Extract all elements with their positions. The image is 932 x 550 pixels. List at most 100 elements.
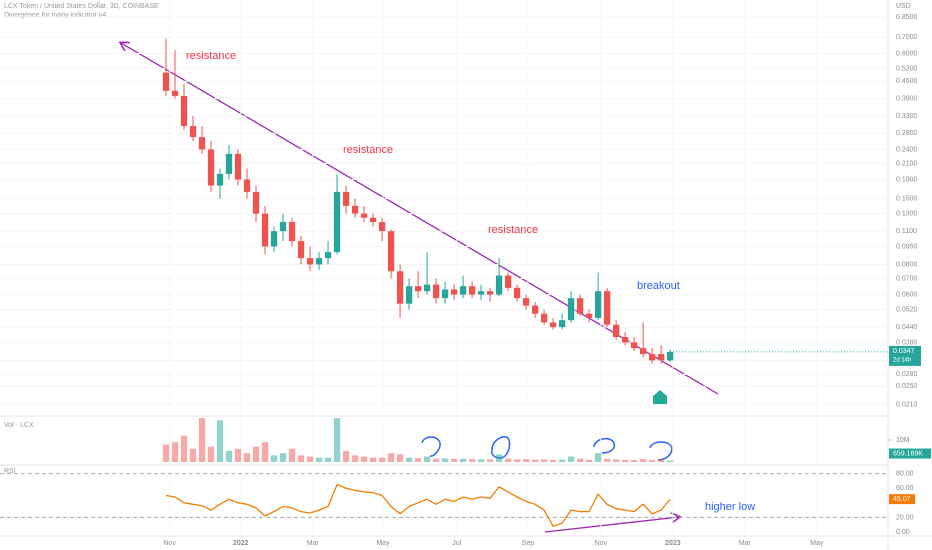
y-tick-label: 0.0280 <box>896 371 918 378</box>
volume-bar <box>189 448 197 462</box>
volume-bar <box>486 459 494 462</box>
volume-bar <box>315 457 323 462</box>
x-tick-label: Mar <box>307 540 320 547</box>
candle-body <box>648 354 656 361</box>
x-tick-label: Mar <box>739 540 752 547</box>
y-tick-label: 0.0210 <box>896 401 918 408</box>
volume-bar <box>378 457 386 462</box>
x-tick-label: 2022 <box>233 540 249 547</box>
volume-bar <box>531 459 539 462</box>
volume-bar <box>333 418 341 462</box>
candle-body <box>630 342 638 349</box>
volume-bar <box>423 456 431 462</box>
y-tick-label: 0.0600 <box>896 291 918 298</box>
volume-bar <box>450 458 458 462</box>
candle-body <box>513 287 521 299</box>
candle-body <box>288 222 296 242</box>
volume-bar <box>342 451 350 462</box>
candle-body <box>441 289 449 299</box>
volume-bar <box>603 458 611 462</box>
annotation: resistance <box>186 50 236 62</box>
candle-body <box>216 173 224 186</box>
volume-bar <box>261 442 269 462</box>
countdown: 2d 14h <box>893 358 911 364</box>
volume-bar <box>162 444 170 462</box>
candle-body <box>324 252 332 259</box>
last-price-badge <box>889 345 921 366</box>
last-volume-label: 659.189K <box>893 450 923 457</box>
volume-bar <box>198 418 206 462</box>
candle-body <box>549 322 557 328</box>
candle-body <box>369 217 377 223</box>
volume-bar <box>513 459 521 462</box>
y-tick-label: 0.0520 <box>896 306 918 313</box>
x-tick-label: May <box>810 540 824 547</box>
candle-body <box>603 291 611 325</box>
volume-bar <box>270 455 278 462</box>
candle-body <box>612 324 620 338</box>
y-tick-label: 0.0700 <box>896 275 918 282</box>
y-tick-label: 0.7000 <box>896 34 918 41</box>
candle-body <box>657 354 665 361</box>
volume-bar <box>558 459 566 462</box>
candle-body <box>432 284 440 299</box>
volume-bar <box>549 459 557 462</box>
y-tick-label: 0.3300 <box>896 113 918 120</box>
chart-title: LCX Token / United States Dollar, 3D, CO… <box>4 3 159 10</box>
candle-body <box>342 191 350 206</box>
volume-bar <box>648 460 656 462</box>
volume-bar <box>657 459 665 462</box>
volume-bar <box>639 459 647 462</box>
candle-body <box>504 275 512 288</box>
currency: USD <box>896 3 911 10</box>
rsi-value: 45.07 <box>893 496 911 503</box>
y-tick-label: 0.8500 <box>896 14 918 21</box>
candle-body <box>405 286 413 304</box>
volume-bar <box>612 459 620 462</box>
candle-body <box>171 90 179 96</box>
volume-bar <box>360 456 368 462</box>
y-tick-label: 0.0950 <box>896 243 918 250</box>
indicator-name: Divergence for many indicator v4 <box>4 12 106 19</box>
volume-bar <box>405 457 413 462</box>
x-tick-label: Jul <box>452 540 461 547</box>
volume-bar <box>225 451 233 462</box>
candle-body <box>315 258 323 265</box>
candle-body <box>270 231 278 247</box>
y-tick-label: 0.2400 <box>896 146 918 153</box>
volume-bar <box>585 459 593 462</box>
candle-body <box>306 258 314 265</box>
y-tick-label: 0.4600 <box>896 78 918 85</box>
candle-body <box>594 291 602 318</box>
volume-bar <box>396 454 404 462</box>
candle-body <box>225 153 233 174</box>
volume-bar <box>324 457 332 462</box>
annotation: resistance <box>343 144 393 156</box>
y-tick-label: 0.5200 <box>896 65 918 72</box>
highlight-circles <box>421 436 673 461</box>
y-tick-label: 0.00 <box>896 529 910 536</box>
candle-body <box>639 348 647 355</box>
volume-bar <box>243 453 251 462</box>
divergence-line <box>544 517 679 533</box>
volume-bar <box>351 455 359 462</box>
last-price: 0.0347 <box>893 348 915 355</box>
candle-body <box>189 126 197 138</box>
y-tick-label: 0.0380 <box>896 339 918 346</box>
y-tick-label: 0.6000 <box>896 50 918 57</box>
candle-body <box>477 291 485 295</box>
candle-body <box>585 313 593 318</box>
volume-bar <box>441 458 449 462</box>
candle-body <box>621 337 629 343</box>
x-tick-label: Sep <box>522 540 535 547</box>
y-tick-label: 0.0800 <box>896 261 918 268</box>
volume-bar <box>666 460 674 462</box>
candle-body <box>468 286 476 295</box>
x-tick-label: May <box>376 540 390 547</box>
y-tick-label: 0.0440 <box>896 324 918 331</box>
y-tick-label: 0.3900 <box>896 95 918 102</box>
candle-body <box>450 289 458 295</box>
volume-bar <box>576 458 584 462</box>
candle-body <box>576 298 584 314</box>
volume-bar <box>495 454 503 462</box>
